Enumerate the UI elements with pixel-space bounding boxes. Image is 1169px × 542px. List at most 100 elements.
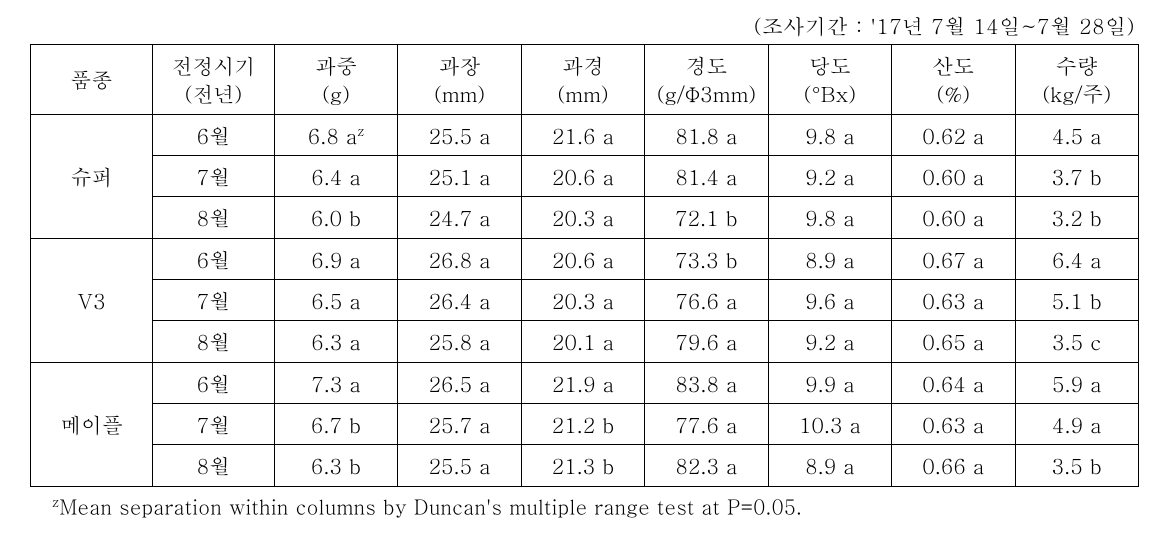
yield-cell: 4.9 a [1015,404,1138,445]
table-row: 슈퍼6월6.8 az25.5 a21.6 a81.8 a9.8 a0.62 a4… [31,114,1139,155]
acidity-cell: 0.67 a [892,238,1015,279]
acidity-cell: 0.62 a [892,114,1015,155]
length-cell: 25.1 a [398,156,521,197]
yield-cell: 5.1 b [1015,280,1138,321]
table-row: 7월6.7 b25.7 a21.2 b77.6 a10.3 a0.63 a4.9… [31,404,1139,445]
col-header-line2: (g/Φ3mm) [657,78,756,108]
length-cell: 26.8 a [398,238,521,279]
firmness-cell: 81.4 a [645,156,768,197]
length-cell: 25.5 a [398,445,521,486]
firmness-cell: 79.6 a [645,321,768,362]
period-cell: 8월 [152,197,274,238]
col-header-line1: 전정시기 [171,50,255,80]
col-header-line1: 당도 [809,50,851,80]
period-cell: 8월 [152,445,274,486]
col-header-line1: 과장 [438,50,480,80]
col-header-7: 산도(%) [892,45,1015,115]
brix-cell: 8.9 a [768,445,891,486]
diameter-cell: 20.6 a [521,238,644,279]
weight-cell: 6.9 a [274,238,397,279]
acidity-cell: 0.64 a [892,362,1015,403]
col-header-6: 당도(°Bx) [768,45,891,115]
length-cell: 25.8 a [398,321,521,362]
diameter-cell: 21.6 a [521,114,644,155]
diameter-cell: 20.1 a [521,321,644,362]
variety-cell: 슈퍼 [31,114,153,238]
period-cell: 6월 [152,114,274,155]
table-row: 8월6.0 b24.7 a20.3 a72.1 b9.8 a0.60 a3.2 … [31,197,1139,238]
acidity-cell: 0.63 a [892,280,1015,321]
col-header-line1: 수량 [1056,50,1098,80]
col-header-line1: 경도 [685,50,727,80]
table-row: 7월6.5 a26.4 a20.3 a76.6 a9.6 a0.63 a5.1 … [31,280,1139,321]
acidity-cell: 0.65 a [892,321,1015,362]
col-header-line1: 과경 [562,50,604,80]
col-header-1: 전정시기(전년) [152,45,274,115]
header-row: 품종전정시기(전년)과중(g)과장(mm)과경(mm)경도(g/Φ3mm)당도(… [31,45,1139,115]
firmness-cell: 77.6 a [645,404,768,445]
firmness-cell: 82.3 a [645,445,768,486]
yield-cell: 5.9 a [1015,362,1138,403]
firmness-cell: 81.8 a [645,114,768,155]
col-header-0: 품종 [31,45,153,115]
length-cell: 25.5 a [398,114,521,155]
diameter-cell: 20.3 a [521,280,644,321]
table-body: 슈퍼6월6.8 az25.5 a21.6 a81.8 a9.8 a0.62 a4… [31,114,1139,486]
data-table: 품종전정시기(전년)과중(g)과장(mm)과경(mm)경도(g/Φ3mm)당도(… [30,44,1139,487]
brix-cell: 9.9 a [768,362,891,403]
weight-cell: 6.5 a [274,280,397,321]
length-cell: 26.5 a [398,362,521,403]
col-header-line2: (mm) [434,78,485,108]
diameter-cell: 21.9 a [521,362,644,403]
weight-cell: 6.8 az [274,114,397,155]
diameter-cell: 21.2 b [521,404,644,445]
survey-period: (조사기간 : '17년 7월 14일~7월 28일) [30,10,1135,40]
table-row: V36월6.9 a26.8 a20.6 a73.3 b8.9 a0.67 a6.… [31,238,1139,279]
brix-cell: 9.6 a [768,280,891,321]
col-header-line1: 품종 [70,64,112,94]
table-row: 8월6.3 a25.8 a20.1 a79.6 a9.2 a0.65 a3.5 … [31,321,1139,362]
col-header-2: 과중(g) [274,45,397,115]
yield-cell: 3.5 b [1015,445,1138,486]
yield-cell: 3.2 b [1015,197,1138,238]
col-header-line2: (mm) [557,78,608,108]
col-header-line1: 산도 [932,50,974,80]
brix-cell: 9.2 a [768,321,891,362]
period-cell: 6월 [152,362,274,403]
brix-cell: 9.2 a [768,156,891,197]
brix-cell: 9.8 a [768,114,891,155]
weight-cell: 6.3 b [274,445,397,486]
footnote: zMean separation within columns by Dunca… [52,491,1139,521]
footnote-text: Mean separation within columns by Duncan… [59,491,802,520]
yield-cell: 3.5 c [1015,321,1138,362]
acidity-cell: 0.63 a [892,404,1015,445]
period-cell: 7월 [152,156,274,197]
period-cell: 7월 [152,404,274,445]
weight-cell: 7.3 a [274,362,397,403]
col-header-line2: (전년) [184,78,242,108]
diameter-cell: 20.6 a [521,156,644,197]
period-cell: 7월 [152,280,274,321]
firmness-cell: 72.1 b [645,197,768,238]
acidity-cell: 0.60 a [892,156,1015,197]
period-cell: 6월 [152,238,274,279]
col-header-line2: (°Bx) [804,78,857,108]
brix-cell: 9.8 a [768,197,891,238]
yield-cell: 4.5 a [1015,114,1138,155]
col-header-5: 경도(g/Φ3mm) [645,45,768,115]
col-header-line1: 과중 [315,50,357,80]
yield-cell: 6.4 a [1015,238,1138,279]
firmness-cell: 76.6 a [645,280,768,321]
length-cell: 24.7 a [398,197,521,238]
diameter-cell: 20.3 a [521,197,644,238]
weight-cell: 6.7 b [274,404,397,445]
table-row: 메이플6월7.3 a26.5 a21.9 a83.8 a9.9 a0.64 a5… [31,362,1139,403]
weight-cell: 6.0 b [274,197,397,238]
period-cell: 8월 [152,321,274,362]
table-head: 품종전정시기(전년)과중(g)과장(mm)과경(mm)경도(g/Φ3mm)당도(… [31,45,1139,115]
col-header-line2: (%) [936,78,970,108]
weight-cell: 6.3 a [274,321,397,362]
diameter-cell: 21.3 b [521,445,644,486]
brix-cell: 8.9 a [768,238,891,279]
table-row: 7월6.4 a25.1 a20.6 a81.4 a9.2 a0.60 a3.7 … [31,156,1139,197]
